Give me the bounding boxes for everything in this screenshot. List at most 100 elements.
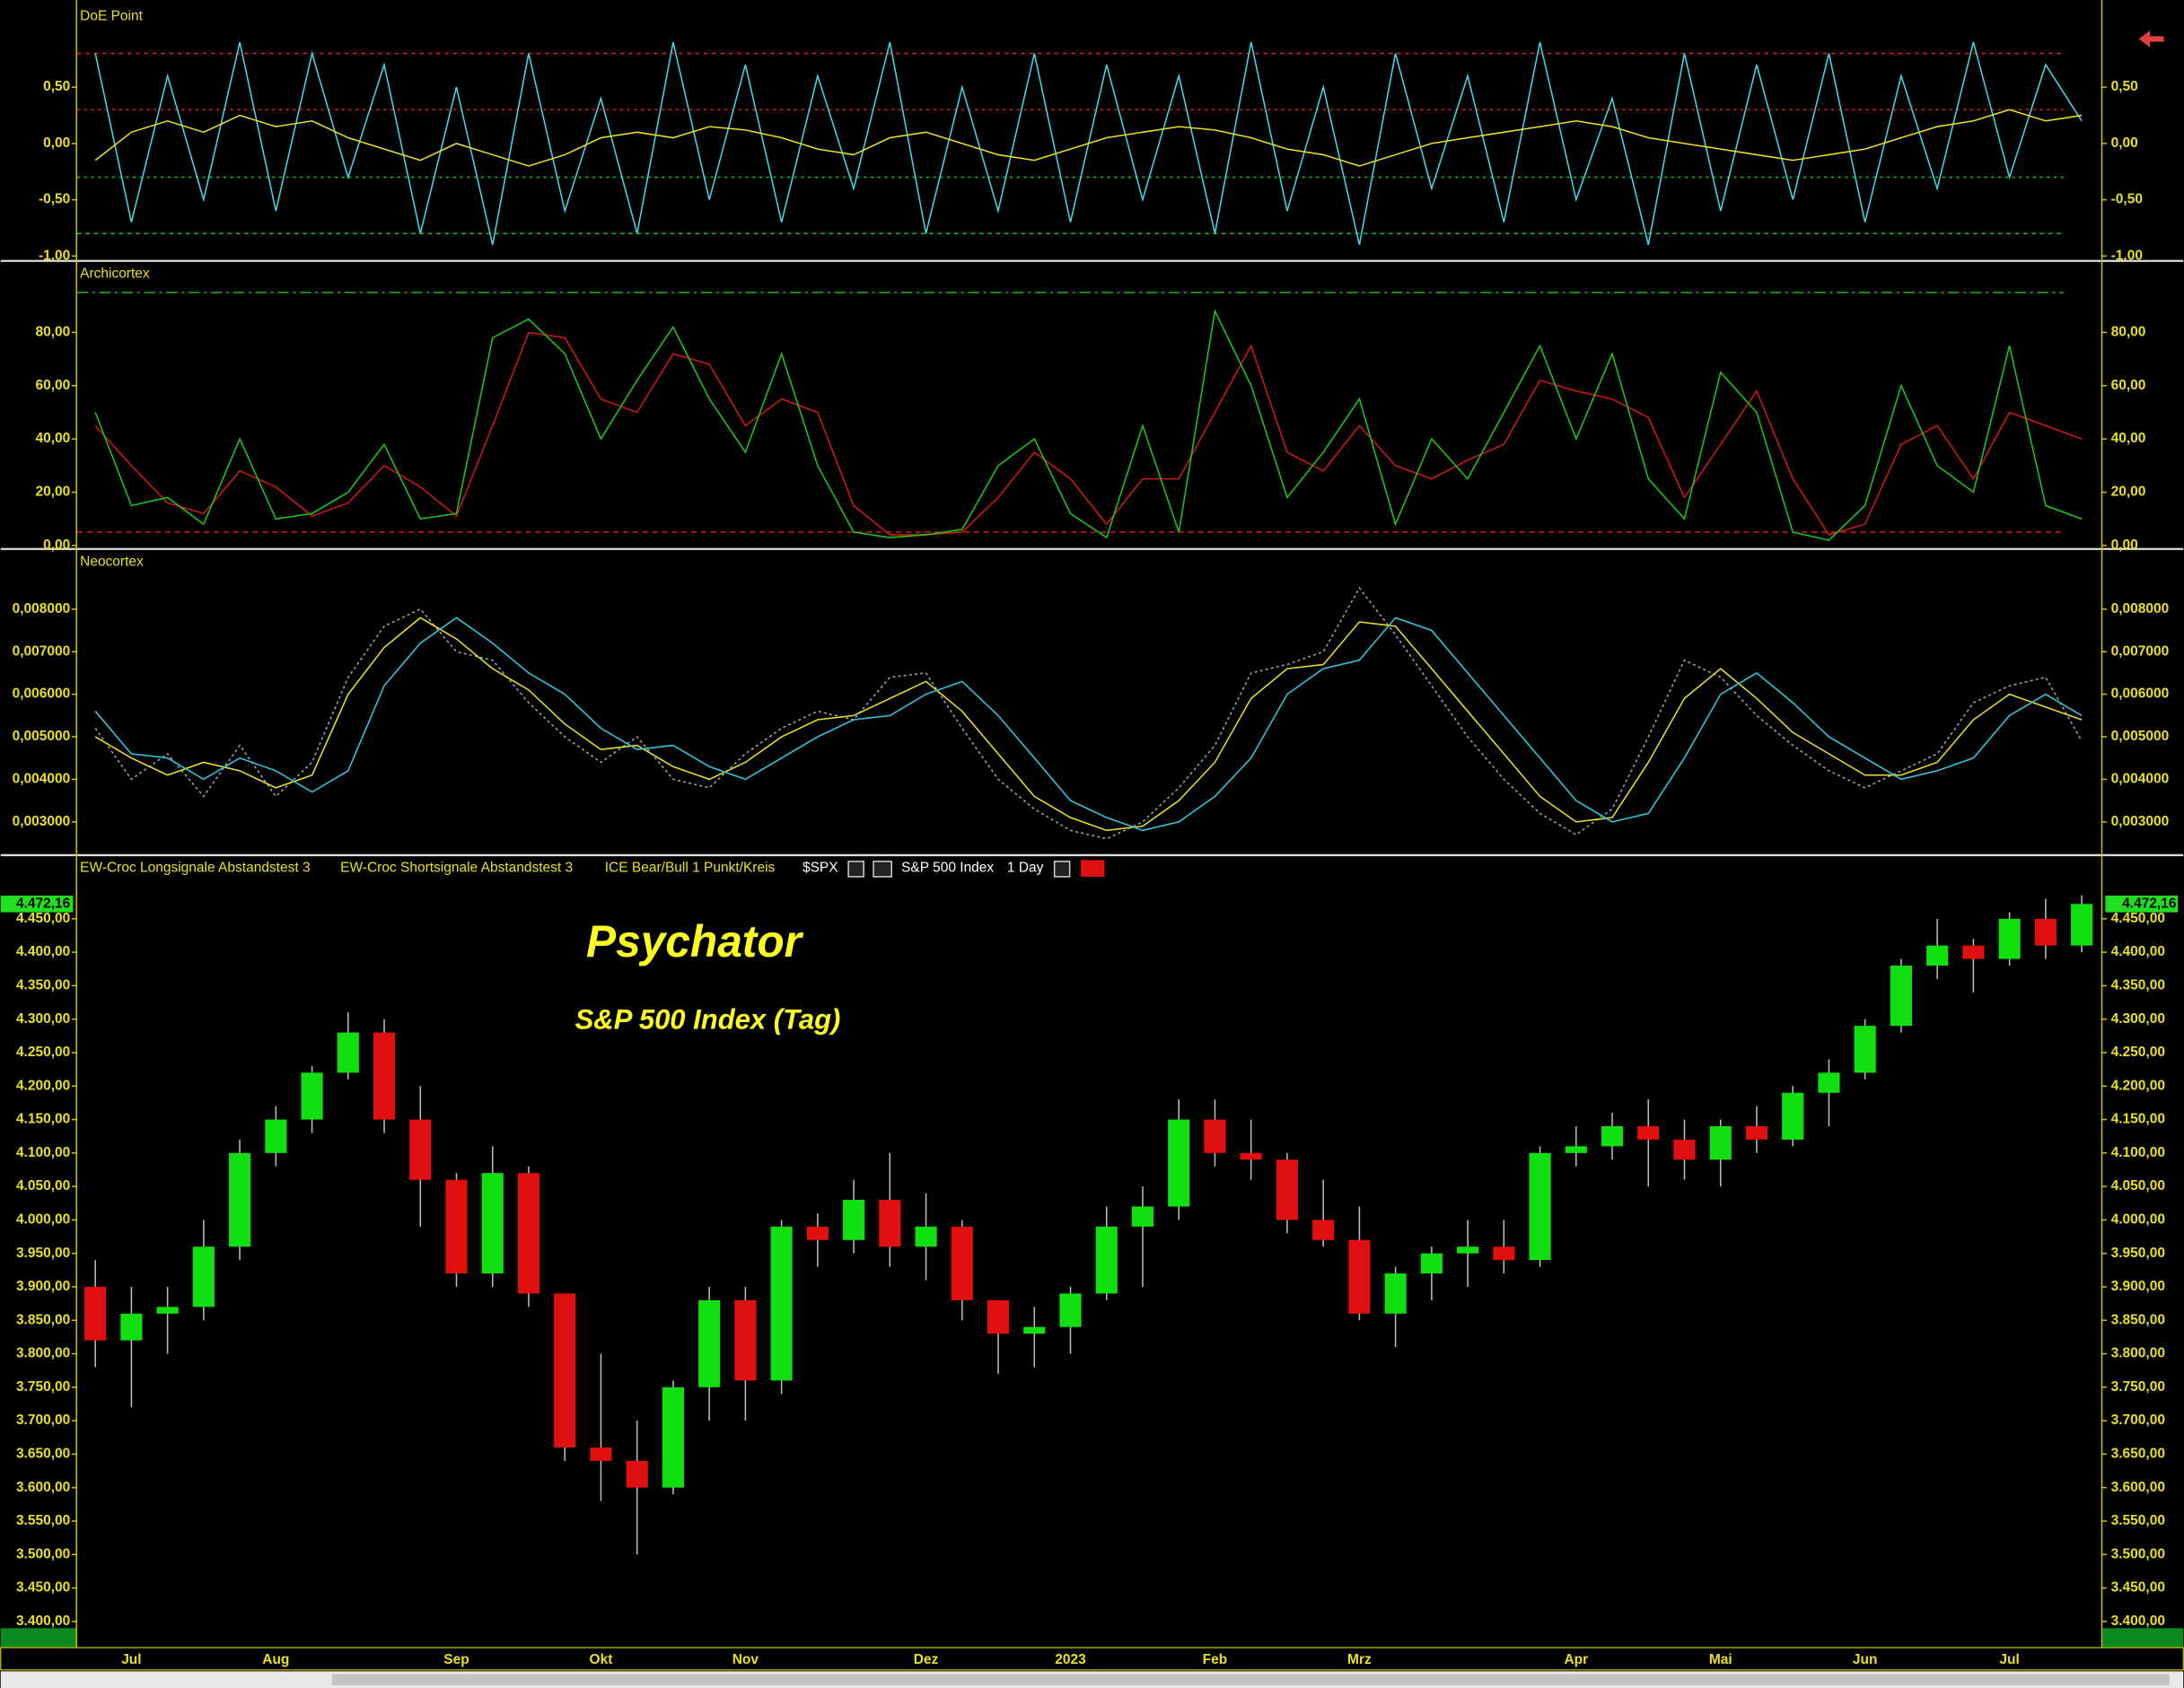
y-tick-label: 4.100,00 [2111,1145,2165,1160]
x-tick-label: Aug [262,1652,289,1667]
panel-title: Archicortex [80,267,150,282]
candle-body [915,1226,937,1247]
candle-body [1384,1273,1407,1314]
y-tick-label: 0,003000 [13,814,71,829]
y-tick-label: 4.350,00 [16,977,70,993]
interval: 1 Day [1007,861,1044,876]
y-tick-label: 3.600,00 [16,1480,70,1495]
candle-body [590,1447,612,1461]
y-tick-label: 3.950,00 [2111,1246,2165,1261]
y-tick-label: 0,007000 [2111,643,2170,659]
dropdown[interactable] [873,861,892,878]
x-tick-label: Nov [732,1652,759,1667]
last-price-label: 4.472,16 [16,896,71,911]
x-tick-label: Dez [914,1652,939,1667]
candle-body [301,1072,323,1120]
candle-body [806,1226,829,1240]
chart-title: Psychator [586,916,804,966]
indicator-line [94,109,2083,167]
candle-body [265,1119,287,1153]
candle-body [156,1307,179,1314]
y-tick-label: 3.800,00 [16,1346,70,1361]
chart-subtitle: S&P 500 Index (Tag) [575,1003,841,1035]
candle-body [1059,1293,1082,1327]
y-tick-label: 4.200,00 [16,1078,70,1093]
x-tick-label: Mai [1709,1652,1732,1667]
y-tick-label: 0,007000 [13,643,71,659]
candle-body [951,1226,973,1300]
candle-body [1962,945,1985,959]
candle-body [734,1299,757,1381]
candle-body [1782,1092,1804,1140]
candle-body [1565,1146,1587,1153]
y-tick-label: 40,00 [2111,431,2146,446]
x-tick-label: Feb [1203,1652,1228,1667]
candle-body [2071,904,2093,946]
y-tick-label: 3.900,00 [16,1279,70,1294]
candle-body [879,1200,901,1247]
candle-body [1420,1253,1443,1274]
y-tick-label: 4.450,00 [16,911,70,926]
candle-body [843,1200,865,1240]
candle-body [1529,1152,1551,1261]
y-tick-label: -1,00 [2111,248,2143,263]
candle-body [1745,1125,1768,1140]
y-tick-label: 0,004000 [2111,772,2170,787]
y-tick-label: 60,00 [35,378,70,393]
y-tick-label: 4.150,00 [16,1112,70,1127]
indicator-label[interactable]: EW-Croc Shortsignale Abstandstest 3 [340,861,573,876]
candle-body [1204,1119,1226,1153]
dropdown[interactable] [1053,861,1071,878]
y-tick-label: 0,00 [2111,538,2138,553]
y-tick-label: 4.350,00 [2111,977,2165,993]
candle-body [1818,1072,1840,1093]
y-tick-label: 3.750,00 [16,1379,70,1395]
instrument: S&P 500 Index [901,861,994,876]
indicator-label[interactable]: ICE Bear/Bull 1 Punkt/Kreis [605,861,776,876]
y-tick-label: 3.400,00 [16,1614,70,1629]
y-tick-label: 4.000,00 [16,1211,70,1227]
y-tick-label: 0,005000 [13,729,71,744]
indicator-line [94,309,2083,541]
indicator-line [94,617,2083,832]
y-tick-label: 4.300,00 [16,1011,70,1027]
indicator-label[interactable]: EW-Croc Longsignale Abstandstest 3 [80,861,310,876]
y-tick-label: 3.500,00 [2111,1546,2165,1561]
indicator-line [94,617,2083,832]
y-tick-label: 3.850,00 [16,1312,70,1327]
indicator-line [94,586,2083,840]
x-tick-label: Jul [1999,1652,2019,1667]
candle-body [84,1286,107,1341]
candle-body [120,1313,143,1341]
nav-arrows[interactable] [2138,31,2164,48]
candle-body [1709,1125,1732,1160]
x-tick-label: Mrz [1347,1652,1372,1667]
candle-body [1493,1246,1515,1261]
y-tick-label: 3.700,00 [16,1412,70,1428]
y-tick-label: 0,008000 [2111,601,2170,617]
y-tick-label: 0,006000 [13,687,71,702]
y-tick-label: 4.200,00 [2111,1078,2165,1093]
y-tick-label: 0,006000 [2111,687,2170,702]
y-tick-label: 20,00 [2111,485,2146,500]
candle-body [1890,966,1912,1027]
y-tick-label: 4.050,00 [16,1178,70,1194]
scrollbar-thumb[interactable] [331,1674,2170,1685]
y-tick-label: 3.750,00 [2111,1379,2165,1395]
y-tick-label: 20,00 [35,485,70,500]
dropdown[interactable] [847,861,864,878]
y-tick-label: 0,50 [43,79,70,94]
indicator-line [94,331,2083,536]
y-tick-label: 4.250,00 [2111,1045,2165,1060]
y-tick-label: 80,00 [35,324,70,339]
y-tick-label: 3.650,00 [16,1446,70,1461]
y-tick-label: 4.050,00 [2111,1178,2165,1194]
y-tick-label: 3.400,00 [2111,1614,2165,1629]
y-tick-label: -0,50 [39,192,70,207]
record-button[interactable] [1081,860,1105,877]
candle-body [481,1173,504,1274]
symbol[interactable]: $SPX [803,861,838,876]
candle-body [770,1226,793,1381]
x-tick-label: Jun [1853,1652,1878,1667]
